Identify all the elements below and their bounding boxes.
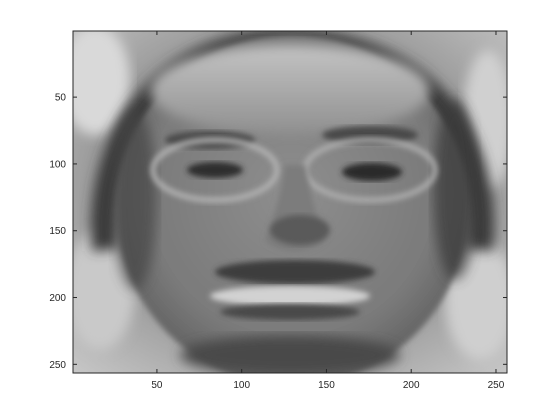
x-axis: 50 100 150 200 250 <box>151 31 505 391</box>
axes-box <box>72 30 508 374</box>
x-tick-label: 100 <box>233 380 250 391</box>
y-tick-label: 250 <box>49 360 66 371</box>
y-tick-label: 200 <box>49 293 66 304</box>
y-tick-label: 50 <box>55 93 67 104</box>
x-tick-label: 50 <box>151 380 163 391</box>
y-tick-label: 100 <box>49 159 66 170</box>
x-tick-label: 150 <box>318 380 335 391</box>
y-tick-label: 150 <box>49 226 66 237</box>
y-axis: 50 100 150 200 250 <box>49 93 507 371</box>
x-tick-label: 200 <box>403 380 420 391</box>
x-tick-label: 250 <box>488 380 505 391</box>
heatmap-image <box>73 31 507 373</box>
